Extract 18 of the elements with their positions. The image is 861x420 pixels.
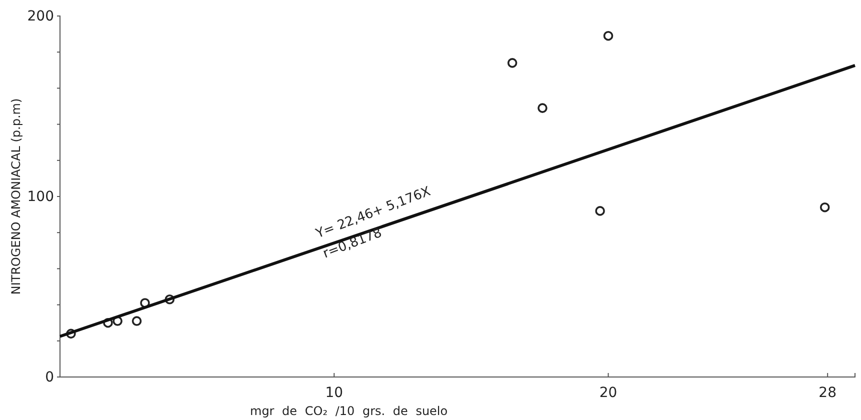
y-tick-label: 100 bbox=[27, 188, 54, 205]
point bbox=[603, 30, 614, 41]
y-axis-title: NITROGENO AMONIACAL (p.p.m) bbox=[9, 98, 23, 295]
point bbox=[66, 328, 76, 339]
point bbox=[164, 294, 175, 304]
y-tick-label: 0 bbox=[45, 369, 54, 386]
x-tick-label: 28 bbox=[818, 384, 836, 401]
y-tick-label: 200 bbox=[27, 8, 54, 24]
x-tick-label: 10 bbox=[325, 384, 344, 401]
point bbox=[140, 298, 150, 308]
x-axis-title: mgr de CO₂ /10 grs. de suelo bbox=[250, 404, 448, 418]
point bbox=[595, 206, 605, 216]
point bbox=[103, 318, 113, 328]
point bbox=[538, 103, 548, 113]
point bbox=[820, 202, 830, 212]
point bbox=[507, 58, 518, 68]
point bbox=[132, 316, 142, 326]
x-tick-label: 20 bbox=[599, 384, 618, 401]
